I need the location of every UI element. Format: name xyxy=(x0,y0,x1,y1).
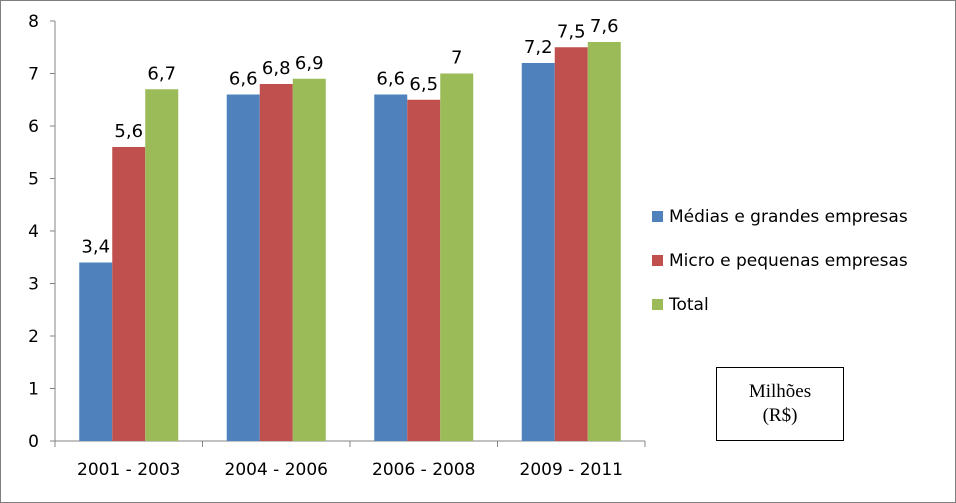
bar xyxy=(521,63,555,441)
y-tick-label: 0 xyxy=(28,432,39,452)
legend-swatch xyxy=(652,211,663,222)
data-label: 3,4 xyxy=(81,237,110,258)
bars xyxy=(79,42,621,441)
data-label: 6,9 xyxy=(295,53,324,74)
y-tick-label: 6 xyxy=(28,117,39,137)
y-tick-label: 3 xyxy=(28,275,39,295)
unit-box-line1: Milhões xyxy=(748,381,812,402)
y-tick-label: 2 xyxy=(28,327,39,347)
x-tick-label: 2009 - 2011 xyxy=(520,460,623,480)
legend-label: Total xyxy=(669,294,709,315)
legend-item-total: Total xyxy=(652,293,952,316)
legend-swatch xyxy=(652,255,663,266)
y-tick-label: 1 xyxy=(28,380,39,400)
bar xyxy=(112,147,146,441)
data-label: 6,6 xyxy=(376,69,405,90)
bar xyxy=(259,84,293,441)
legend-item-medias: Médias e grandes empresas xyxy=(652,205,952,228)
legend-item-micro: Micro e pequenas empresas xyxy=(652,249,952,272)
bar xyxy=(226,94,260,441)
data-labels: 3,45,66,7 6,6 6,8 6,96,6 6,57 7,27,5 7,6 xyxy=(81,16,618,258)
unit-box-line2: (R$) xyxy=(762,405,798,426)
x-tick-label: 2001 - 2003 xyxy=(77,460,180,480)
data-label: 7,6 xyxy=(590,16,619,37)
data-label: 6,5 xyxy=(409,74,438,95)
x-tick-label: 2004 - 2006 xyxy=(225,460,328,480)
bar xyxy=(374,94,408,441)
x-tick-label: 2006 - 2008 xyxy=(372,460,475,480)
legend-label: Médias e grandes empresas xyxy=(669,206,908,227)
x-axis-ticks: 2001 - 2003 2004 - 2006 2006 - 2008 2009 - … xyxy=(54,441,646,480)
data-label: 6,8 xyxy=(262,58,291,79)
bar xyxy=(554,47,588,441)
y-tick-label: 7 xyxy=(28,65,39,85)
data-label: 7 xyxy=(451,48,462,69)
bar xyxy=(407,99,441,441)
y-tick-label: 5 xyxy=(28,170,39,190)
unit-box: Milhões (R$) xyxy=(716,367,844,441)
y-axis-ticks: 0 1 2 3 4 5 6 7 8 xyxy=(28,12,55,452)
bar xyxy=(440,73,474,441)
data-label: 6,7 xyxy=(147,63,176,84)
data-label: 5,6 xyxy=(114,121,143,142)
legend: Médias e grandes empresas Micro e pequen… xyxy=(652,205,952,337)
bar xyxy=(145,89,179,441)
y-tick-label: 8 xyxy=(28,12,39,32)
legend-label: Micro e pequenas empresas xyxy=(669,250,908,271)
data-label: 7,5 xyxy=(557,21,586,42)
bar xyxy=(79,262,113,441)
bar xyxy=(292,78,326,441)
data-label: 6,6 xyxy=(229,69,258,90)
y-tick-label: 4 xyxy=(28,222,39,242)
legend-swatch xyxy=(652,299,663,310)
data-label: 7,2 xyxy=(524,37,553,58)
bar xyxy=(587,42,621,441)
